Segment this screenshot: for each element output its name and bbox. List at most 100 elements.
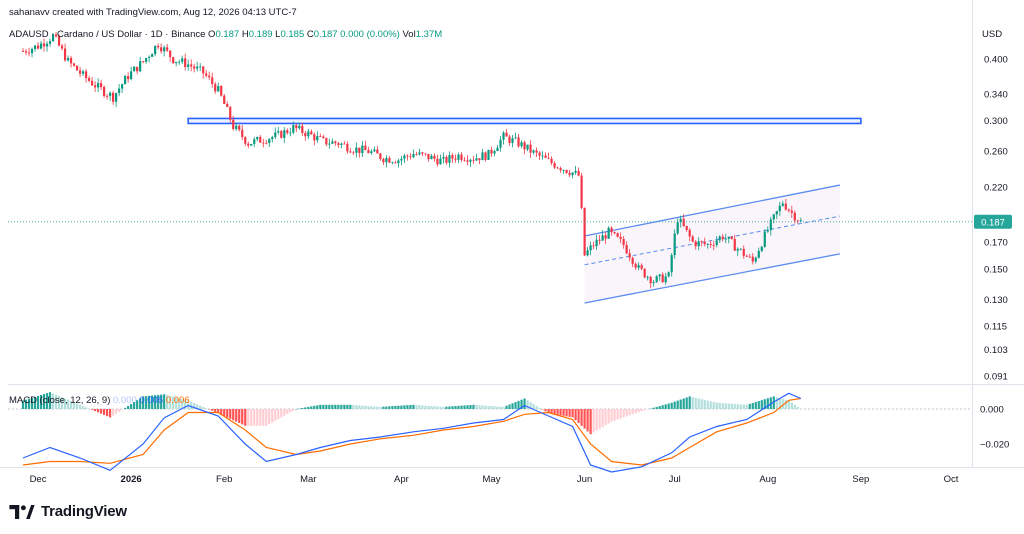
candle-body[interactable] <box>340 143 343 146</box>
candle-body[interactable] <box>571 172 574 176</box>
candle-body[interactable] <box>21 51 25 52</box>
candle-body[interactable] <box>427 153 430 160</box>
candle-body[interactable] <box>169 50 172 58</box>
candle-body[interactable] <box>532 150 535 153</box>
candle-body[interactable] <box>223 95 226 104</box>
candle-body[interactable] <box>463 159 466 161</box>
candle-body[interactable] <box>631 257 634 264</box>
candle-body[interactable] <box>460 154 463 160</box>
candle-body[interactable] <box>325 137 328 145</box>
candle-body[interactable] <box>250 143 253 146</box>
candle-body[interactable] <box>544 155 547 158</box>
candle-body[interactable] <box>376 149 379 154</box>
candle-body[interactable] <box>45 43 49 47</box>
candle-body[interactable] <box>553 163 556 168</box>
candle-body[interactable] <box>175 61 178 64</box>
candle-body[interactable] <box>289 132 292 134</box>
candle-body[interactable] <box>511 138 514 143</box>
candle-body[interactable] <box>502 132 505 140</box>
resistance-zone[interactable] <box>187 117 862 125</box>
candle-body[interactable] <box>87 78 91 81</box>
candle-body[interactable] <box>349 151 352 153</box>
candle-body[interactable] <box>277 131 280 133</box>
candle-body[interactable] <box>307 131 310 137</box>
candle-body[interactable] <box>96 83 100 88</box>
candle-body[interactable] <box>454 158 457 160</box>
candle-body[interactable] <box>63 48 67 61</box>
candle-body[interactable] <box>514 137 517 139</box>
channel-lower-line[interactable] <box>584 253 840 304</box>
candle-body[interactable] <box>403 155 406 159</box>
candle-body[interactable] <box>304 133 307 137</box>
candle-body[interactable] <box>42 43 46 47</box>
candle-body[interactable] <box>382 159 385 163</box>
candle-body[interactable] <box>670 255 673 273</box>
candle-body[interactable] <box>51 34 55 42</box>
candle-body[interactable] <box>568 172 571 176</box>
candle-body[interactable] <box>787 209 790 211</box>
candle-body[interactable] <box>523 142 526 150</box>
candle-body[interactable] <box>550 158 553 164</box>
candle-body[interactable] <box>286 130 289 133</box>
candle-body[interactable] <box>106 95 109 97</box>
candle-body[interactable] <box>379 153 382 160</box>
candle-body[interactable] <box>637 265 640 268</box>
candle-body[interactable] <box>310 131 313 135</box>
candle-body[interactable] <box>244 137 247 144</box>
candle-body[interactable] <box>601 235 604 241</box>
candle-body[interactable] <box>412 154 415 158</box>
candle-body[interactable] <box>130 71 133 80</box>
candle-body[interactable] <box>475 158 478 161</box>
candle-body[interactable] <box>75 65 79 71</box>
candle-body[interactable] <box>766 230 769 232</box>
candle-body[interactable] <box>709 244 712 245</box>
candle-body[interactable] <box>39 43 43 49</box>
candle-body[interactable] <box>157 45 160 48</box>
candle-body[interactable] <box>721 236 724 240</box>
candle-body[interactable] <box>358 147 361 153</box>
candle-body[interactable] <box>433 155 436 159</box>
candle-body[interactable] <box>145 58 148 62</box>
candle-body[interactable] <box>337 143 340 146</box>
candle-body[interactable] <box>679 218 682 223</box>
candle-body[interactable] <box>589 245 592 251</box>
symbol-label[interactable]: ADAUSD · Cardano / US Dollar · 1D · Bina… <box>9 29 206 40</box>
candle-body[interactable] <box>439 158 442 165</box>
candle-body[interactable] <box>181 58 184 62</box>
candle-body[interactable] <box>421 152 424 154</box>
candle-body[interactable] <box>292 125 295 133</box>
candle-body[interactable] <box>469 159 472 162</box>
candle-body[interactable] <box>592 245 595 247</box>
candle-body[interactable] <box>793 212 796 221</box>
candle-body[interactable] <box>151 54 154 57</box>
candle-body[interactable] <box>445 156 448 163</box>
candle-body[interactable] <box>442 156 445 159</box>
candle-body[interactable] <box>205 73 208 76</box>
candle-body[interactable] <box>69 58 73 64</box>
candle-body[interactable] <box>748 256 751 258</box>
candle-body[interactable] <box>166 47 169 51</box>
candle-body[interactable] <box>301 125 304 134</box>
candle-body[interactable] <box>526 144 529 150</box>
candle-body[interactable] <box>127 75 130 80</box>
candle-body[interactable] <box>703 241 706 245</box>
candle-body[interactable] <box>673 233 676 256</box>
candle-body[interactable] <box>565 169 568 173</box>
candle-body[interactable] <box>81 71 85 74</box>
candle-body[interactable] <box>124 75 127 85</box>
candle-body[interactable] <box>78 70 82 74</box>
candle-body[interactable] <box>634 263 637 268</box>
candle-body[interactable] <box>418 152 421 155</box>
candle-body[interactable] <box>328 143 331 145</box>
candle-body[interactable] <box>685 225 688 230</box>
candle-body[interactable] <box>760 246 763 251</box>
candle-body[interactable] <box>724 238 727 240</box>
candle-body[interactable] <box>385 157 388 163</box>
candle-body[interactable] <box>733 238 736 251</box>
candle-body[interactable] <box>742 248 745 256</box>
candle-body[interactable] <box>30 48 34 54</box>
candle-body[interactable] <box>154 45 157 55</box>
candle-body[interactable] <box>343 143 346 145</box>
candle-body[interactable] <box>397 160 400 164</box>
candle-body[interactable] <box>187 64 190 68</box>
